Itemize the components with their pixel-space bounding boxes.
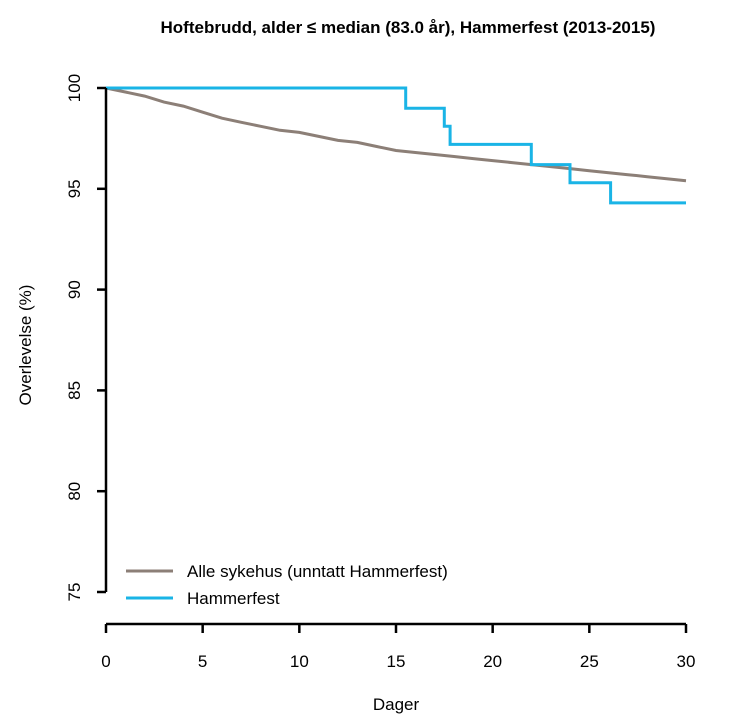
series-line-2 [106, 86, 686, 205]
chart-title: Hoftebrudd, alder ≤ median (83.0 år), Ha… [161, 18, 656, 37]
series-line-1 [105, 86, 687, 183]
y-tick-label: 90 [65, 280, 84, 299]
plot-lines [105, 86, 687, 205]
y-tick-label: 75 [65, 583, 84, 602]
x-tick-label: 10 [290, 652, 309, 671]
y-axis-label: Overlevelse (%) [16, 285, 35, 406]
y-axis: 75 80 85 90 95 100 [65, 74, 108, 602]
x-tick-label: 25 [580, 652, 599, 671]
legend-label-2: Hammerfest [187, 589, 280, 608]
legend-label-1: Alle sykehus (unntatt Hammerfest) [187, 562, 448, 581]
y-tick-label: 100 [65, 74, 84, 102]
y-tick-label: 85 [65, 381, 84, 400]
x-axis-label: Dager [373, 695, 420, 714]
x-tick-label: 0 [101, 652, 110, 671]
y-tick-label: 80 [65, 482, 84, 501]
legend: Alle sykehus (unntatt Hammerfest) Hammerf… [126, 562, 448, 608]
x-tick-label: 15 [387, 652, 406, 671]
y-tick-label: 95 [65, 179, 84, 198]
x-tick-label: 20 [483, 652, 502, 671]
x-axis: 0 5 10 15 20 25 30 [101, 622, 696, 671]
x-tick-label: 30 [677, 652, 696, 671]
x-tick-label: 5 [198, 652, 207, 671]
